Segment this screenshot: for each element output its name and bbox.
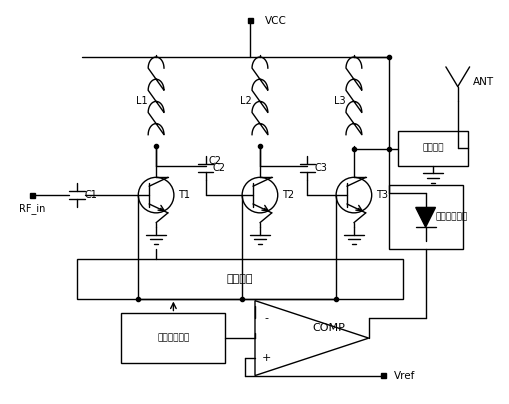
Bar: [388, 185, 463, 249]
Text: 温度检测电路: 温度检测电路: [436, 213, 468, 222]
Text: ANT: ANT: [472, 77, 494, 87]
Bar: [247, 18, 252, 23]
Text: VCC: VCC: [265, 15, 287, 25]
Text: -: -: [265, 314, 269, 323]
Text: T3: T3: [376, 190, 388, 200]
Text: C2: C2: [209, 156, 222, 166]
Text: L2: L2: [240, 97, 252, 106]
Text: COMP: COMP: [313, 323, 346, 333]
Text: 偏置电路: 偏置电路: [227, 274, 253, 284]
Text: Vref: Vref: [393, 370, 415, 381]
Text: 输出匹配: 输出匹配: [422, 144, 444, 153]
Text: C3: C3: [315, 163, 328, 173]
Bar: [399, 131, 468, 166]
Text: +: +: [262, 353, 271, 363]
Bar: [30, 193, 35, 198]
Text: T1: T1: [178, 190, 190, 200]
Text: C1: C1: [84, 190, 97, 200]
Text: L3: L3: [334, 97, 346, 106]
Text: 逻辑控制模块: 逻辑控制模块: [157, 334, 189, 343]
Bar: [77, 259, 403, 299]
Text: T2: T2: [281, 190, 294, 200]
Text: C2: C2: [213, 163, 226, 173]
Polygon shape: [416, 207, 436, 227]
Bar: [122, 314, 225, 363]
Text: L1: L1: [136, 97, 148, 106]
Bar: [381, 373, 386, 378]
Text: RF_in: RF_in: [19, 204, 46, 215]
